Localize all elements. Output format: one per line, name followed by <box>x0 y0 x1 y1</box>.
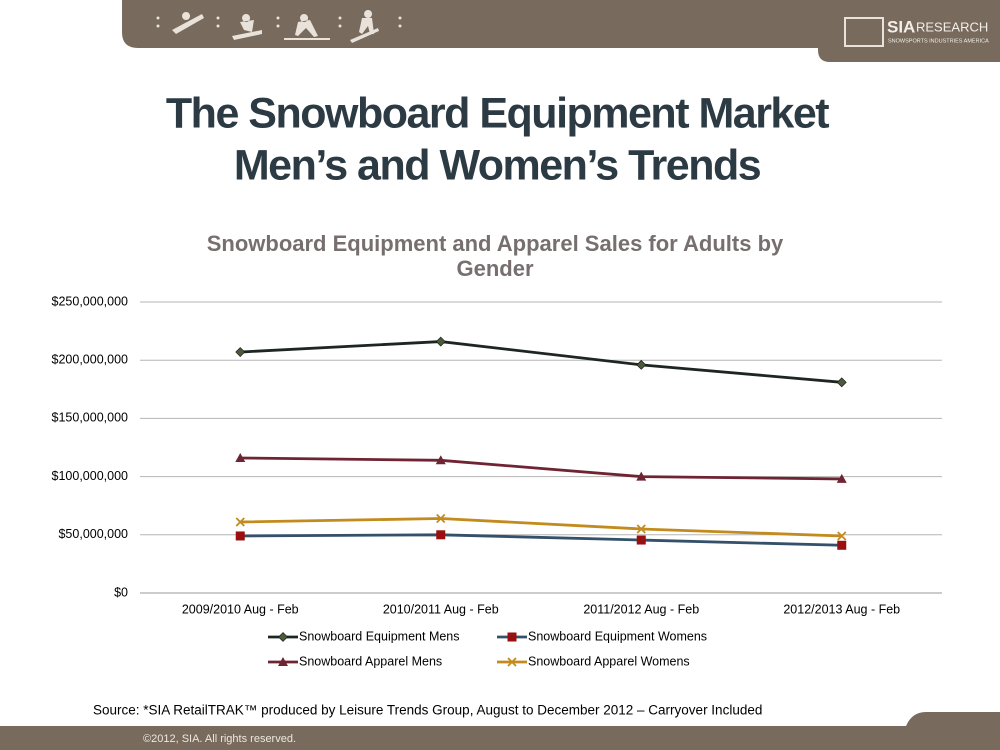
top-banner <box>122 0 1000 62</box>
marker <box>636 535 646 545</box>
marker <box>636 359 647 370</box>
marker <box>278 632 288 642</box>
logo-icon <box>844 17 884 47</box>
y-tick-label: $0 <box>114 585 128 599</box>
marker <box>507 632 517 642</box>
series-line <box>240 517 842 538</box>
marker <box>836 377 847 388</box>
y-tick-label: $250,000,000 <box>52 294 129 308</box>
legend-label: Snowboard Equipment Womens <box>528 629 707 643</box>
chart-title: Snowboard Equipment and Apparel Sales fo… <box>207 231 784 256</box>
marker <box>278 657 288 666</box>
y-tick-label: $50,000,000 <box>58 527 128 541</box>
chart-title: Gender <box>456 256 533 281</box>
plot: $0 $50,000,000 $100,000,000 $150,000,000 $20… <box>52 294 942 668</box>
y-tick-label: $100,000,000 <box>52 469 129 483</box>
legend-label: Snowboard Apparel Mens <box>299 654 442 668</box>
marker <box>235 452 246 462</box>
marker <box>836 473 847 483</box>
series-line <box>240 456 842 481</box>
x-tick-label: 2012/2013 Aug - Feb <box>783 602 900 616</box>
logo-suffix: RESEARCH <box>916 19 988 34</box>
slide-title: Men’s and Women’s Trends <box>234 141 761 189</box>
x-tick-label: 2011/2012 Aug - Feb <box>583 602 699 616</box>
slide-title: The Snowboard Equipment Market <box>166 89 829 137</box>
logo-tagline: SNOWSPORTS INDUSTRIES AMERICA <box>888 38 989 44</box>
marker <box>435 455 446 465</box>
marker <box>235 347 246 357</box>
marker <box>507 657 517 667</box>
banner-icons <box>156 10 402 43</box>
series-line <box>240 340 842 384</box>
footer-bar <box>0 712 1000 750</box>
marker <box>436 530 446 540</box>
logo-name: SIA <box>887 17 915 36</box>
marker <box>837 531 847 541</box>
marker <box>436 513 446 524</box>
marker <box>235 531 245 541</box>
marker <box>435 336 446 347</box>
y-tick-label: $200,000,000 <box>52 352 129 366</box>
y-tick-label: $150,000,000 <box>52 411 129 425</box>
x-tick-label: 2009/2010 Aug - Feb <box>182 602 299 616</box>
marker <box>837 540 847 550</box>
series-line <box>240 533 842 547</box>
legend-label: Snowboard Apparel Womens <box>528 654 690 668</box>
marker <box>235 517 245 527</box>
source-note: Source: *SIA RetailTRAK™ produced by Lei… <box>93 703 762 718</box>
marker <box>636 471 647 481</box>
x-tick-label: 2010/2011 Aug - Feb <box>383 602 499 616</box>
legend-label: Snowboard Equipment Mens <box>299 629 460 643</box>
footer-text: ©2012, SIA. All rights reserved. <box>143 733 296 745</box>
marker <box>636 524 646 534</box>
